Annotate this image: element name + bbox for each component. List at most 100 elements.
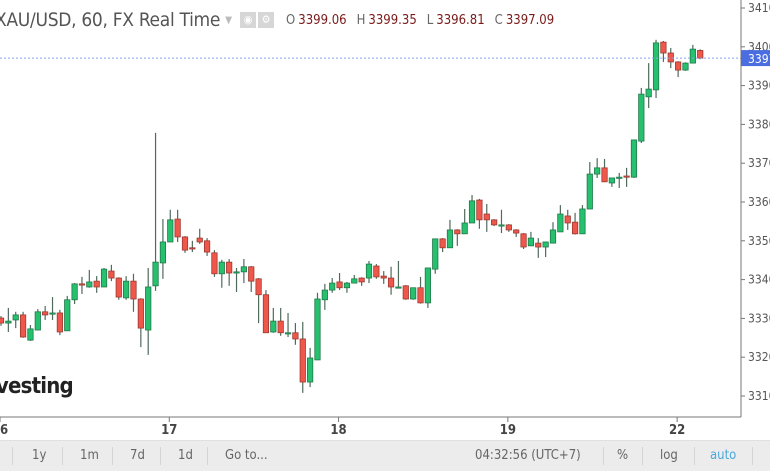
candle[interactable] xyxy=(446,219,454,249)
candle[interactable] xyxy=(454,229,461,246)
candle[interactable] xyxy=(123,276,130,300)
candle[interactable] xyxy=(579,205,586,235)
candle[interactable] xyxy=(373,264,380,279)
candle[interactable] xyxy=(270,307,277,333)
goto-button[interactable]: Go to... xyxy=(225,448,268,463)
candle[interactable] xyxy=(108,264,115,282)
candle[interactable] xyxy=(12,311,19,329)
candle[interactable] xyxy=(432,238,439,274)
range-7d-button[interactable]: 7d xyxy=(130,448,145,463)
candle[interactable] xyxy=(513,229,520,237)
candle[interactable] xyxy=(307,347,314,388)
candle[interactable] xyxy=(248,266,255,293)
candle[interactable] xyxy=(5,307,12,332)
candle[interactable] xyxy=(645,63,652,109)
candle[interactable] xyxy=(630,139,638,178)
candle[interactable] xyxy=(115,277,122,300)
candle[interactable] xyxy=(660,40,667,62)
log-toggle[interactable]: log xyxy=(660,448,678,463)
candle[interactable] xyxy=(49,297,56,320)
candle[interactable] xyxy=(623,167,630,187)
percent-toggle[interactable]: % xyxy=(617,448,629,463)
candle[interactable] xyxy=(682,62,689,71)
candle[interactable] xyxy=(424,267,431,308)
candle[interactable] xyxy=(505,224,512,232)
candle[interactable] xyxy=(608,177,615,187)
candle[interactable] xyxy=(358,277,365,286)
candle[interactable] xyxy=(19,311,27,338)
candle[interactable] xyxy=(56,309,63,336)
x-axis[interactable]: 16 17 18 19 22 xyxy=(0,417,685,438)
candle[interactable] xyxy=(262,290,270,334)
candle[interactable] xyxy=(100,267,108,288)
candle[interactable] xyxy=(586,162,593,210)
candle[interactable] xyxy=(314,292,321,361)
candle[interactable] xyxy=(78,276,86,294)
candle[interactable] xyxy=(564,209,571,230)
candle[interactable] xyxy=(71,283,78,305)
y-axis[interactable]: 3410340033903380337033603350334033303320… xyxy=(741,1,770,403)
candle[interactable] xyxy=(152,132,159,291)
candle[interactable] xyxy=(483,203,490,232)
candle[interactable] xyxy=(395,260,402,289)
candle[interactable] xyxy=(203,238,211,256)
auto-toggle[interactable]: auto xyxy=(710,448,737,463)
candle[interactable] xyxy=(689,44,696,64)
candle[interactable] xyxy=(652,39,660,99)
candle[interactable] xyxy=(535,238,542,258)
candle[interactable] xyxy=(549,222,557,244)
chevron-down-icon[interactable]: ▼ xyxy=(225,14,233,26)
candle[interactable] xyxy=(329,278,336,293)
candle[interactable] xyxy=(174,209,181,242)
candle[interactable] xyxy=(461,208,468,235)
range-1m-button[interactable]: 1m xyxy=(80,448,99,463)
candle[interactable] xyxy=(321,283,328,310)
candle[interactable] xyxy=(616,172,623,189)
candle[interactable] xyxy=(571,212,579,235)
candle[interactable] xyxy=(189,240,196,253)
candle[interactable] xyxy=(233,267,240,293)
candle[interactable] xyxy=(34,309,41,331)
candle[interactable] xyxy=(343,281,351,293)
candle[interactable] xyxy=(527,231,535,247)
candle[interactable] xyxy=(137,298,144,348)
candle[interactable] xyxy=(476,198,483,229)
eye-icon[interactable]: ◉ xyxy=(240,12,257,28)
candle[interactable] xyxy=(218,259,225,288)
candle[interactable] xyxy=(284,312,292,338)
candle[interactable] xyxy=(417,276,424,304)
candle[interactable] xyxy=(240,259,247,284)
candle[interactable] xyxy=(491,219,498,227)
candle[interactable] xyxy=(211,250,218,277)
candle[interactable] xyxy=(667,47,674,69)
candle[interactable] xyxy=(181,236,189,253)
candle[interactable] xyxy=(0,316,5,326)
candle[interactable] xyxy=(42,305,49,320)
candle[interactable] xyxy=(86,269,93,288)
range-1y-button[interactable]: 1y xyxy=(32,448,47,463)
candle[interactable] xyxy=(130,273,137,312)
candle[interactable] xyxy=(542,241,549,258)
candle[interactable] xyxy=(439,238,446,253)
candlestick-chart[interactable]: 3410340033903380337033603350334033303320… xyxy=(0,0,770,440)
candle[interactable] xyxy=(255,278,262,324)
candle[interactable] xyxy=(351,274,358,284)
candle[interactable] xyxy=(299,321,306,393)
candle[interactable] xyxy=(167,209,174,243)
candle[interactable] xyxy=(410,287,417,300)
candle[interactable] xyxy=(196,228,203,244)
candle[interactable] xyxy=(365,260,373,284)
candle[interactable] xyxy=(336,273,343,291)
candle[interactable] xyxy=(520,233,527,249)
candle[interactable] xyxy=(64,295,71,332)
candle[interactable] xyxy=(380,271,387,284)
candle[interactable] xyxy=(159,219,167,279)
candle[interactable] xyxy=(277,307,284,336)
candle[interactable] xyxy=(468,195,476,224)
range-1d-button[interactable]: 1d xyxy=(178,448,193,463)
candle[interactable] xyxy=(498,209,505,234)
candle[interactable] xyxy=(402,285,409,300)
candle[interactable] xyxy=(292,323,299,345)
candle[interactable] xyxy=(93,276,100,293)
gear-icon[interactable]: ⚙ xyxy=(258,12,275,28)
